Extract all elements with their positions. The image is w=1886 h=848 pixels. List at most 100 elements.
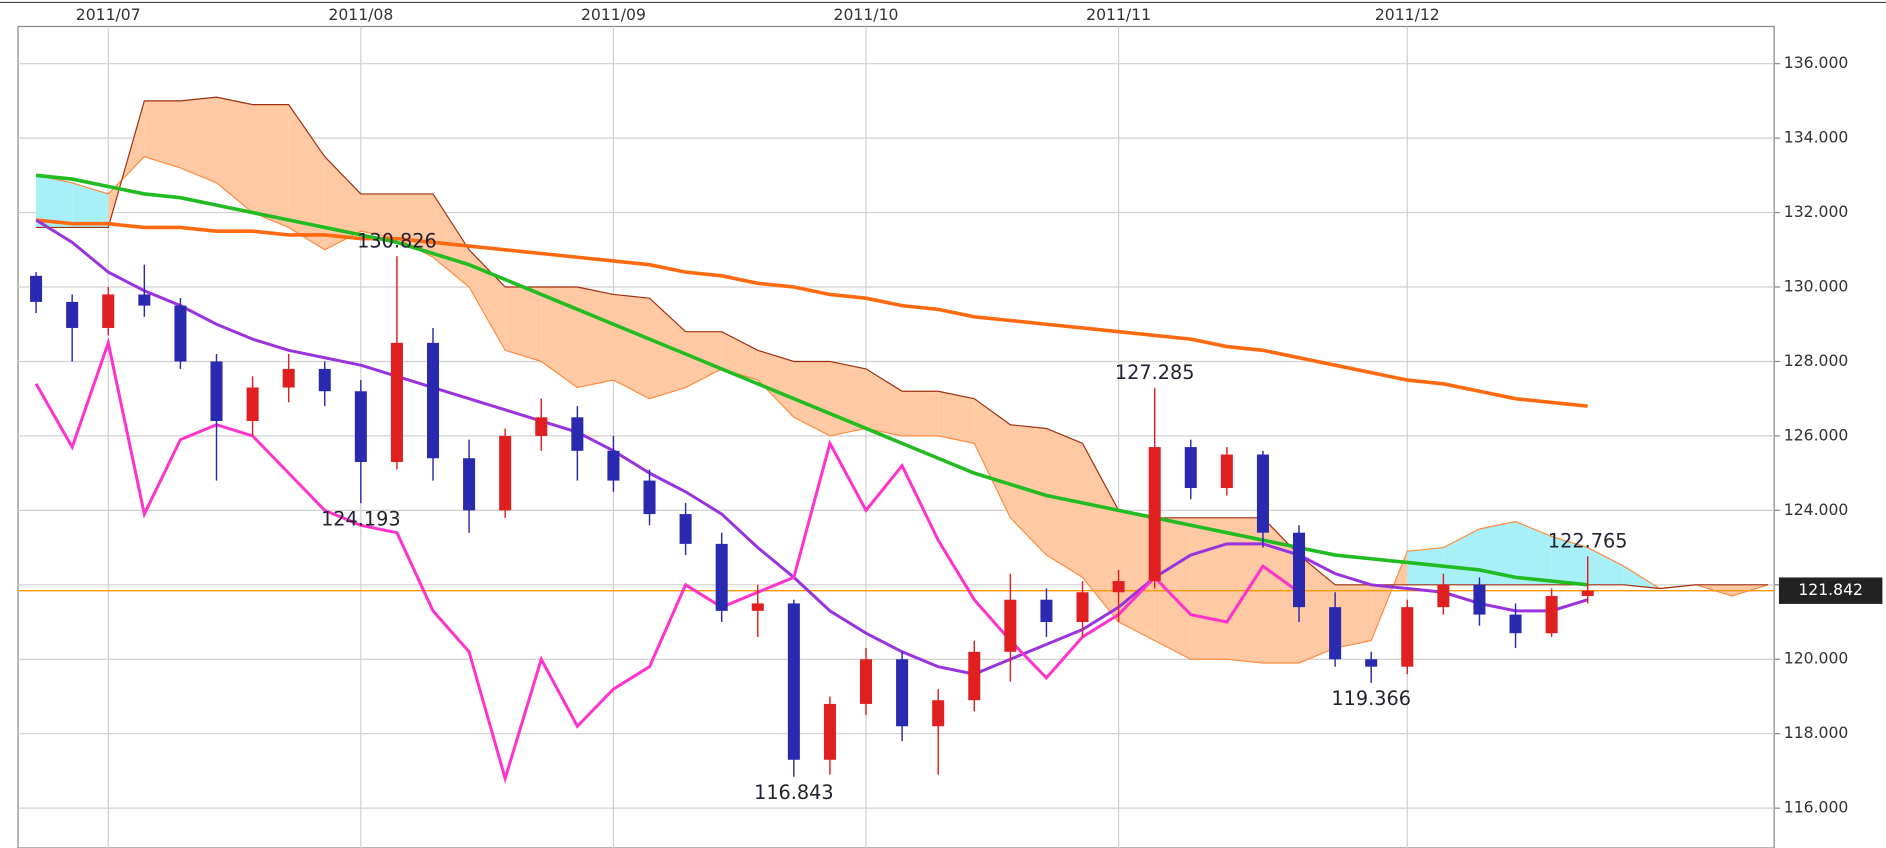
candle-body [426,342,440,459]
cloud-fill [1732,584,1769,596]
y-tick-label: 120.000 [1784,649,1849,668]
y-tick-label: 134.000 [1784,128,1849,147]
candle-body [1365,659,1378,667]
candle-body [535,417,548,436]
x-tick-label: 2011/08 [328,5,393,24]
indicator-line [35,218,1588,408]
candle-body [210,361,223,422]
cloud-fill [793,361,830,436]
y-tick-label: 130.000 [1784,277,1849,296]
cloud-fill [1118,510,1155,641]
candle-body [66,301,79,328]
x-tick-label: 2011/12 [1375,5,1440,24]
cloud-fill [469,249,506,351]
cloud-fill [180,97,217,183]
candle-body [282,368,295,388]
candle-body [1437,584,1450,608]
candle-body [1401,607,1414,667]
candle-body [246,387,259,422]
y-tick-label: 118.000 [1784,723,1849,742]
last-price-label: 121.842 [1798,580,1863,599]
candle-body [751,603,764,611]
y-tick-label: 124.000 [1784,500,1849,519]
cloud-fill [1190,517,1227,660]
cloud-fill [1407,547,1444,585]
candle-body [499,435,512,511]
y-tick-label: 132.000 [1784,202,1849,221]
cloud-fill [1082,443,1119,623]
price-annotation: 124.193 [321,508,401,531]
candle-body [643,480,656,515]
cloud-fill [1479,521,1516,585]
candle-body [138,294,151,306]
cloud-fill [1335,584,1372,649]
indicator-line [35,173,1588,587]
candle-body [607,450,620,481]
candle-body [823,703,836,760]
cloud-fill [613,294,650,399]
candle-body [932,700,945,727]
y-tick-label: 128.000 [1784,351,1849,370]
price-annotation: 130.826 [357,229,437,252]
candle-body [968,651,981,701]
candle-body [571,417,584,451]
cloud-fill [1515,521,1552,585]
y-tick-label: 136.000 [1784,53,1849,72]
candle-body [354,391,367,462]
price-annotation: 122.765 [1548,529,1628,552]
candle-body [1004,599,1017,652]
price-annotation: 116.843 [754,781,834,804]
candle-body [390,342,403,462]
cloud-fill [974,398,1011,518]
indicator-line [34,337,1300,784]
candle-body [1112,581,1125,593]
y-tick-label: 126.000 [1784,425,1849,444]
candle-body [1220,454,1233,489]
cloud-fill [216,97,253,213]
candle-body [1329,607,1342,660]
x-tick-label: 2011/07 [76,5,141,24]
cloud-fill [1695,584,1733,596]
x-tick-label: 2011/09 [581,5,646,24]
candle-body [896,659,909,727]
cloud-fill [1299,555,1336,663]
candle-body [1473,584,1486,615]
indicator-line [35,218,1589,676]
cloud-fill [288,104,325,250]
candle-body [1076,592,1089,623]
candle-body [787,603,800,760]
candle-body [318,368,331,392]
candle-body [1040,599,1053,623]
candle-body [30,275,43,302]
candle-body [463,458,476,511]
y-tick-label: 116.000 [1784,798,1849,817]
cloud-fill [1587,547,1624,585]
cloud-fill [541,287,578,388]
cloud-fill [757,350,794,418]
cloud-fill [866,368,903,436]
cloud-fill [938,391,975,444]
x-tick-label: 2011/11 [1086,5,1151,24]
cloud-fill [577,287,614,388]
candle-body [679,514,692,544]
cloud-fill [144,100,181,168]
cloud-fill [324,156,361,250]
candle-body [715,543,728,611]
candle-body [1184,447,1197,489]
span-a-line [35,156,1769,664]
cloud-fill [360,193,397,239]
candle-body [1545,595,1558,634]
cloud-fill [36,175,73,228]
candle-body [1256,454,1269,533]
cloud-fill [1154,517,1191,660]
cloud-fill [1046,428,1083,578]
candle-body [1509,614,1522,634]
candle-body [1293,532,1306,608]
cloud-fill [721,331,758,381]
cloud-fill [72,182,109,228]
candle-body [1148,447,1161,582]
candle-body [102,294,115,328]
cloud-fill [505,287,542,362]
